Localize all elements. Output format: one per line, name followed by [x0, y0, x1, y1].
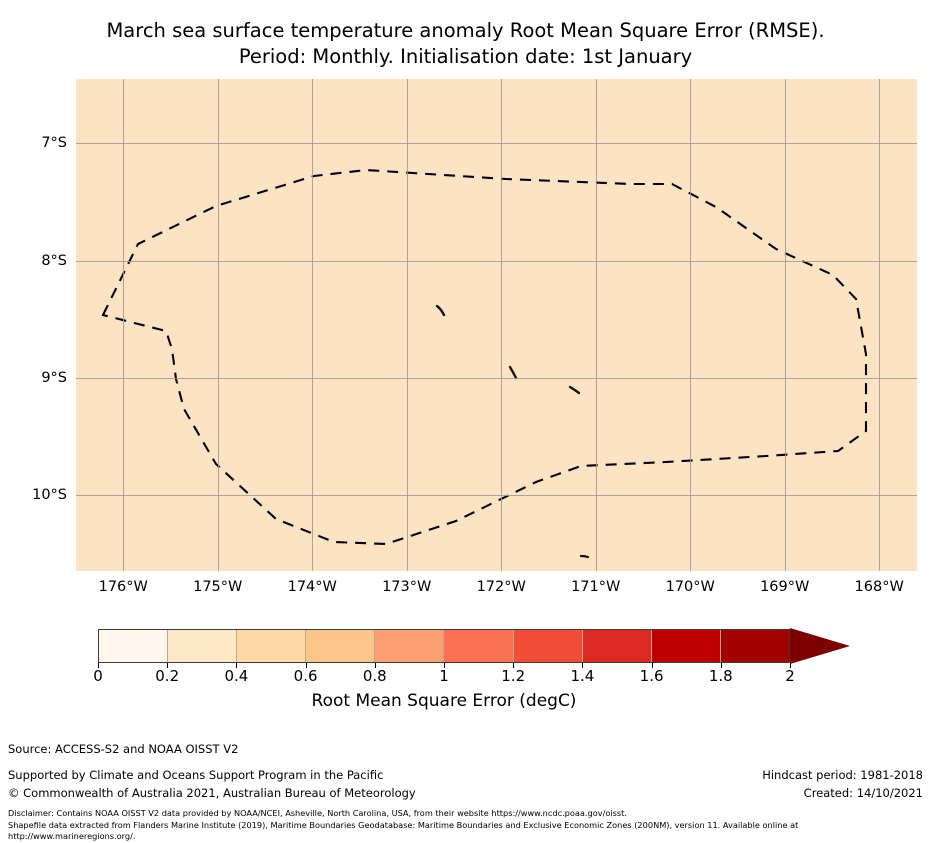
- x-axis-tick-label: 176°W: [98, 579, 148, 595]
- colorbar-tick-label: 1: [439, 667, 449, 685]
- colorbar-tick-label: 0.4: [224, 667, 249, 685]
- x-axis-tick-label: 169°W: [760, 579, 810, 595]
- colorbar-band: [168, 630, 238, 662]
- colorbar-tick-label: 1.6: [639, 667, 664, 685]
- colorbar-tick-mark: [720, 663, 722, 668]
- footer: Source: ACCESS-S2 and NOAA OISST V2 Supp…: [0, 735, 931, 841]
- colorbar-tick-label: 1.4: [570, 667, 595, 685]
- colorbar-tick-mark: [790, 663, 791, 668]
- gridline-longitude: [501, 79, 503, 571]
- title-line-2: Period: Monthly. Initialisation date: 1s…: [238, 44, 693, 68]
- gridline-longitude: [690, 79, 692, 571]
- colorbar-tick-label: 0.6: [293, 667, 318, 685]
- page-title: March sea surface temperature anomaly Ro…: [0, 18, 931, 69]
- footer-source: Source: ACCESS-S2 and NOAA OISST V2: [8, 742, 239, 756]
- gridline-latitude: [76, 143, 917, 145]
- colorbar-tick-label: 0: [93, 667, 103, 685]
- y-axis-tick-label: 9°S: [41, 369, 67, 386]
- gridline-latitude: [76, 494, 917, 496]
- footer-support-line: Supported by Climate and Oceans Support …: [8, 768, 384, 782]
- colorbar-tick-label: 1.2: [501, 667, 526, 685]
- gridline-longitude: [217, 79, 219, 571]
- colorbar-band: [720, 630, 789, 662]
- island-outlines: [435, 304, 590, 559]
- disclaimer-line-3: http://www.marineregions.org/.: [8, 831, 136, 842]
- colorbar-tick-mark: [305, 663, 307, 668]
- disclaimer-line-1: Disclaimer: Contains NOAA OISST V2 data …: [8, 808, 627, 818]
- colorbar-tick-mark: [167, 663, 169, 668]
- gridline-longitude: [595, 79, 597, 571]
- colorbar-tick-mark: [444, 663, 445, 668]
- colorbar-tick-label: 2: [785, 667, 795, 685]
- colorbar-band: [99, 630, 169, 662]
- x-axis-tick-label: 174°W: [287, 579, 337, 595]
- x-axis-tick-label: 172°W: [476, 579, 526, 595]
- y-axis-tick-label: 10°S: [32, 486, 67, 503]
- colorbar-tick-label: 0.8: [362, 667, 387, 685]
- x-axis-tick-label: 175°W: [193, 579, 243, 595]
- colorbar-band: [444, 630, 514, 662]
- colorbar: Root Mean Square Error (degC) 0 0.2 0.4 0.6…: [93, 628, 850, 711]
- gridline-latitude: [76, 260, 917, 262]
- disclaimer-line-2: Shapefile data extracted from Flanders M…: [8, 819, 799, 830]
- colorbar-tick-mark: [651, 663, 653, 668]
- colorbar-band: [651, 630, 721, 662]
- colorbar-tick-label: 1.8: [708, 667, 733, 685]
- colorbar-over-arrow: [790, 628, 850, 664]
- gridline-longitude: [406, 79, 408, 571]
- colorbar-tick-mark: [374, 663, 376, 668]
- gridline-latitude: [76, 377, 917, 379]
- colorbar-tick-mark: [582, 663, 584, 668]
- gridline-longitude: [123, 79, 125, 571]
- x-axis-tick-label: 171°W: [571, 579, 621, 595]
- footer-support-block: Supported by Climate and Oceans Support …: [8, 767, 416, 803]
- colorbar-tick-mark: [236, 663, 238, 668]
- x-axis-tick-label: 168°W: [854, 579, 904, 595]
- colorbar-band: [513, 630, 583, 662]
- colorbar-band: [237, 630, 307, 662]
- gridline-longitude: [879, 79, 881, 571]
- map-plot-area: [76, 79, 917, 571]
- x-axis-tick-label: 173°W: [382, 579, 432, 595]
- colorbar-band: [306, 630, 376, 662]
- colorbar-band: [375, 630, 445, 662]
- x-axis-tick-label: 170°W: [665, 579, 715, 595]
- y-axis-tick-label: 7°S: [41, 135, 67, 152]
- colorbar-tick-mark: [98, 663, 99, 668]
- title-line-1: March sea surface temperature anomaly Ro…: [106, 19, 825, 42]
- gridline-longitude: [312, 79, 314, 571]
- footer-copyright: © Commonwealth of Australia 2021, Austra…: [8, 785, 416, 800]
- footer-created-date: Created: 14/10/2021: [803, 785, 923, 800]
- gridline-longitude: [784, 79, 786, 571]
- colorbar-tick-label: 0.2: [155, 667, 180, 685]
- y-axis-tick-label: 8°S: [41, 252, 67, 269]
- footer-disclaimer: Disclaimer: Contains NOAA OISST V2 data …: [8, 808, 923, 843]
- footer-meta-block: Hindcast period: 1981-2018 Created: 14/1…: [762, 767, 923, 803]
- colorbar-axis-label: Root Mean Square Error (degC): [311, 691, 577, 711]
- footer-hindcast-period: Hindcast period: 1981-2018: [762, 768, 923, 782]
- colorbar-tick-mark: [513, 663, 515, 668]
- colorbar-bands: [98, 629, 790, 663]
- eez-boundary: [101, 168, 868, 546]
- map-figure: 176°W 175°W 174°W 173°W 172°W 171°W 170°W 169°W…: [32, 79, 917, 595]
- colorbar-band: [582, 630, 652, 662]
